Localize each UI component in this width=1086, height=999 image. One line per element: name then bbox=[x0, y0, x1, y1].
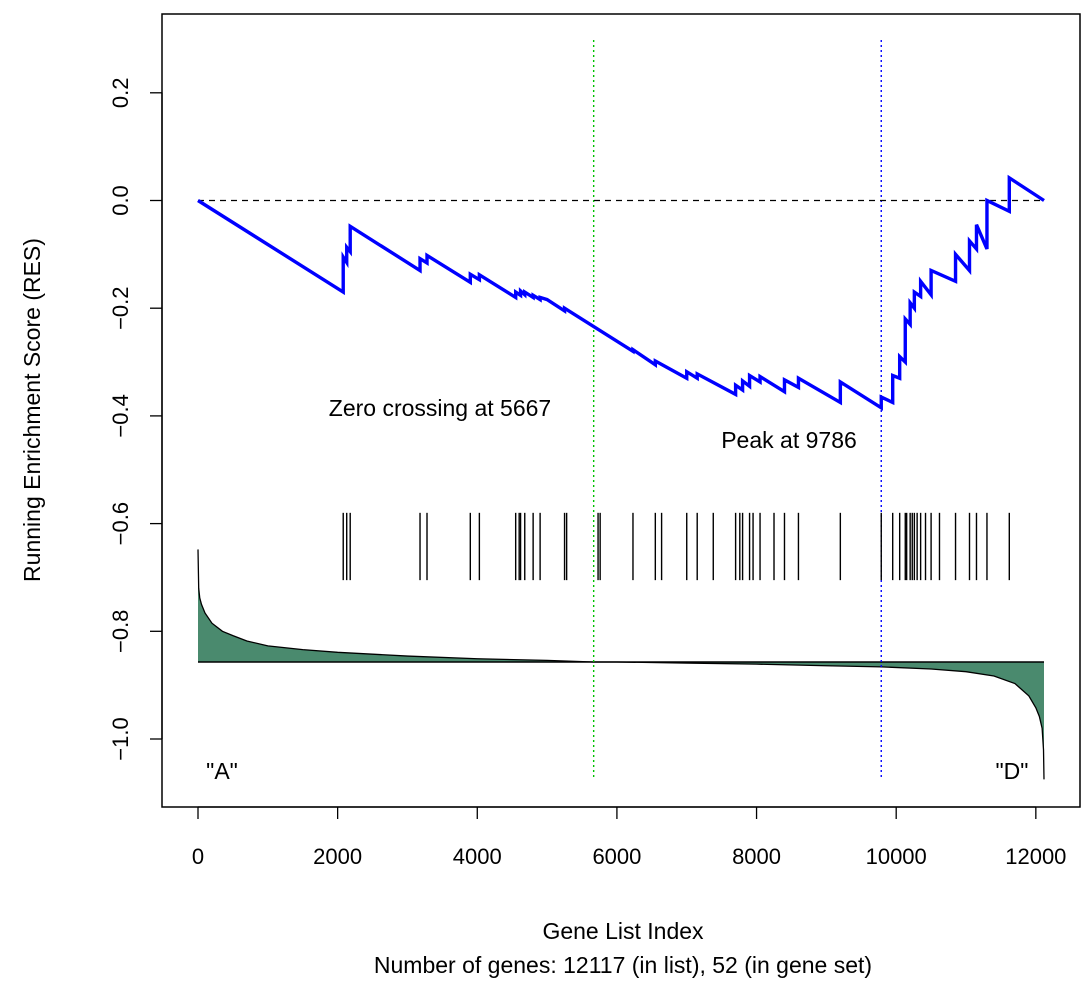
zero-crossing-label: Zero crossing at 5667 bbox=[329, 395, 551, 421]
peak-label: Peak at 9786 bbox=[721, 427, 857, 453]
x-tick-label: 4000 bbox=[453, 844, 502, 869]
x-tick-label: 0 bbox=[192, 844, 204, 869]
y-tick-label: 0.2 bbox=[108, 78, 133, 109]
y-tick-label: −0.4 bbox=[108, 394, 133, 437]
y-tick-label: −0.2 bbox=[108, 286, 133, 329]
y-tick-label: −0.6 bbox=[108, 502, 133, 545]
x-axis-title: Gene List Index bbox=[542, 918, 704, 944]
right-class-label: "D" bbox=[996, 758, 1029, 784]
left-class-label: "A" bbox=[206, 758, 238, 784]
gene-set-hits bbox=[342, 512, 1010, 581]
y-axis-title: Running Enrichment Score (RES) bbox=[19, 238, 45, 582]
x-tick-label: 8000 bbox=[732, 844, 781, 869]
res-line bbox=[197, 174, 1045, 411]
ranked-metric-fill bbox=[198, 549, 1044, 780]
y-tick-label: 0.0 bbox=[108, 185, 133, 216]
y-tick-label: −0.8 bbox=[108, 610, 133, 653]
x-tick-label: 2000 bbox=[313, 844, 362, 869]
y-tick-label: −1.0 bbox=[108, 717, 133, 760]
reference-lines bbox=[592, 40, 882, 780]
x-axis: 0 2000 4000 6000 8000 10000 12000 bbox=[192, 806, 1066, 869]
x-tick-label: 10000 bbox=[866, 844, 927, 869]
y-axis: 0.2 0.0 −0.2 −0.4 −0.6 −0.8 −1.0 bbox=[108, 78, 163, 761]
x-tick-label: 6000 bbox=[592, 844, 641, 869]
x-axis-subtitle: Number of genes: 12117 (in list), 52 (in… bbox=[374, 952, 872, 978]
x-tick-label: 12000 bbox=[1005, 844, 1066, 869]
